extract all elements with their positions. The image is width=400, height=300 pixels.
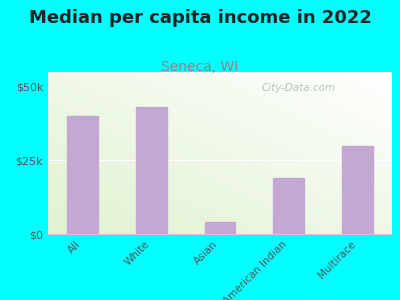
Text: City-Data.com: City-Data.com xyxy=(261,83,336,93)
Bar xyxy=(67,116,98,234)
Bar xyxy=(273,178,304,234)
Text: Seneca, WI: Seneca, WI xyxy=(161,60,239,74)
Text: Median per capita income in 2022: Median per capita income in 2022 xyxy=(28,9,372,27)
Bar xyxy=(342,146,373,234)
Bar xyxy=(204,222,236,234)
Bar xyxy=(136,107,167,234)
